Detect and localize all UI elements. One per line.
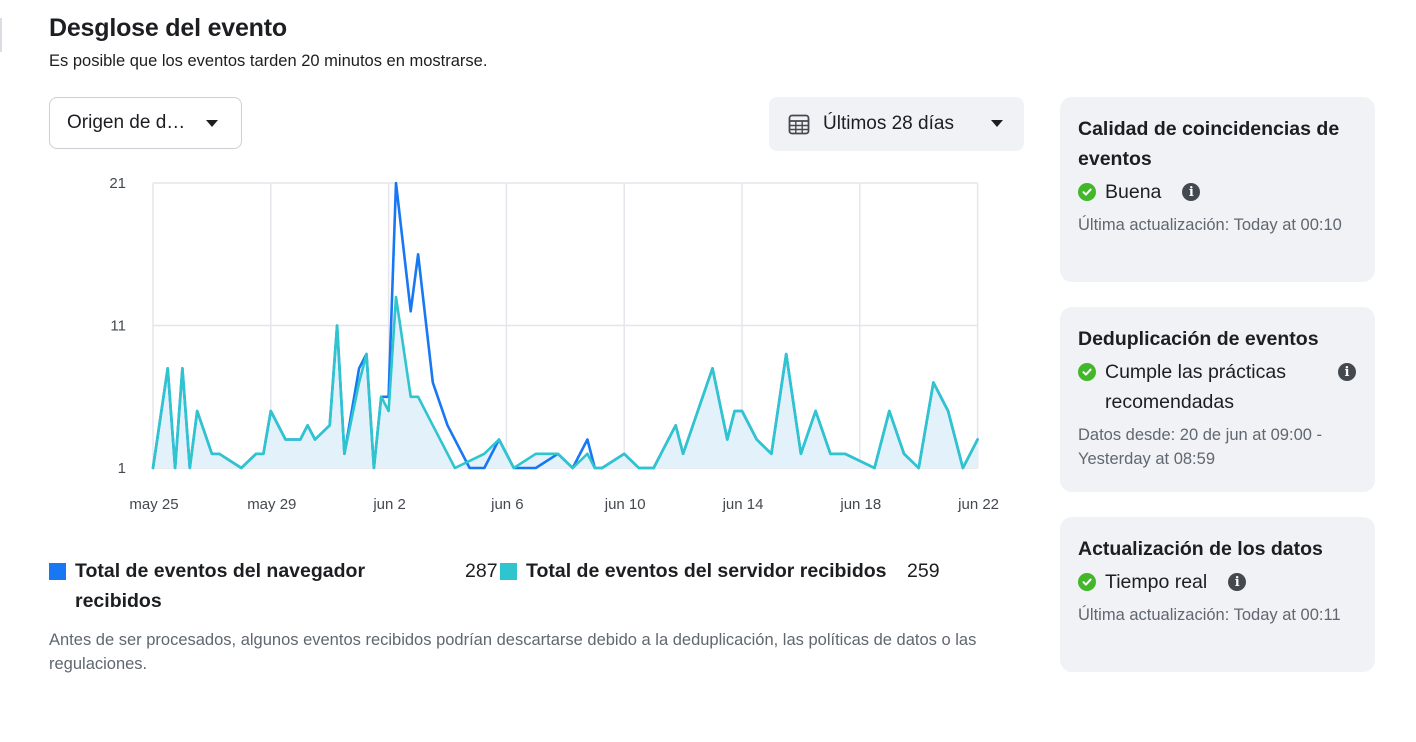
x-tick-label: jun 2 <box>372 496 406 513</box>
x-tick-label: may 25 <box>129 496 178 513</box>
data-range-text: Datos desde: 20 de jun at 09:00 - Yester… <box>1078 426 1323 468</box>
status-row: Tiempo real i <box>1078 567 1357 597</box>
chevron-down-icon <box>991 120 1003 127</box>
data-freshness-card: Actualización de los datos Tiempo real i… <box>1060 517 1375 672</box>
x-tick-label: jun 10 <box>604 496 646 513</box>
x-tick-label: may 29 <box>247 496 296 513</box>
browser-series-total: 287 <box>465 560 498 582</box>
server-series-area <box>153 297 978 468</box>
card-title: Actualización de los datos <box>1078 538 1323 560</box>
last-updated-text: Última actualización: Today at 00:11 <box>1078 606 1341 624</box>
page-title: Desglose del evento <box>49 14 287 42</box>
left-edge-divider <box>0 18 2 52</box>
calendar-icon <box>788 114 810 135</box>
status-row: Buena i <box>1078 177 1357 207</box>
data-source-dropdown[interactable]: Origen de datos <box>49 97 242 149</box>
server-series-swatch <box>500 563 517 580</box>
x-tick-label: jun 22 <box>957 496 999 513</box>
info-icon[interactable]: i <box>1182 183 1201 201</box>
status-text: Tiempo real <box>1105 571 1208 593</box>
status-text: Buena <box>1105 181 1162 203</box>
deduplication-card: Deduplicación de eventos Cumple las prác… <box>1060 307 1375 492</box>
y-tick-label: 11 <box>110 318 126 335</box>
card-title: Deduplicación de eventos <box>1078 328 1319 350</box>
status-row: Cumple las prácticas recomendadas i <box>1078 357 1357 417</box>
server-series-label: Total de eventos del servidor recibidos <box>526 560 887 582</box>
date-range-label: Últimos 28 días <box>823 113 954 134</box>
x-tick-label: jun 18 <box>839 496 881 513</box>
processing-footnote: Antes de ser procesados, algunos eventos… <box>49 631 977 673</box>
info-icon[interactable]: i <box>1228 573 1247 591</box>
y-tick-label: 1 <box>118 460 126 477</box>
date-range-dropdown[interactable]: Últimos 28 días <box>769 97 1024 151</box>
browser-series-label: Total de eventos del navegador recibidos <box>75 560 366 612</box>
status-text: Cumple las prácticas recomendadas <box>1105 361 1286 413</box>
y-tick-label: 21 <box>109 175 126 192</box>
server-series-line <box>151 295 979 470</box>
check-circle-icon <box>1078 363 1096 381</box>
last-updated-text: Última actualización: Today at 00:10 <box>1078 216 1342 234</box>
x-tick-label: jun 14 <box>722 496 764 513</box>
check-circle-icon <box>1078 573 1096 591</box>
check-circle-icon <box>1078 183 1096 201</box>
info-icon[interactable]: i <box>1338 363 1356 381</box>
card-title: Calidad de coincidencias de eventos <box>1078 118 1340 170</box>
page-subtitle: Es posible que los eventos tarden 20 min… <box>49 52 488 70</box>
browser-series-swatch <box>49 563 66 580</box>
chevron-down-icon <box>206 120 218 127</box>
match-quality-card: Calidad de coincidencias de eventos Buen… <box>1060 97 1375 282</box>
x-tick-label: jun 6 <box>490 496 524 513</box>
server-series-total: 259 <box>907 560 940 582</box>
